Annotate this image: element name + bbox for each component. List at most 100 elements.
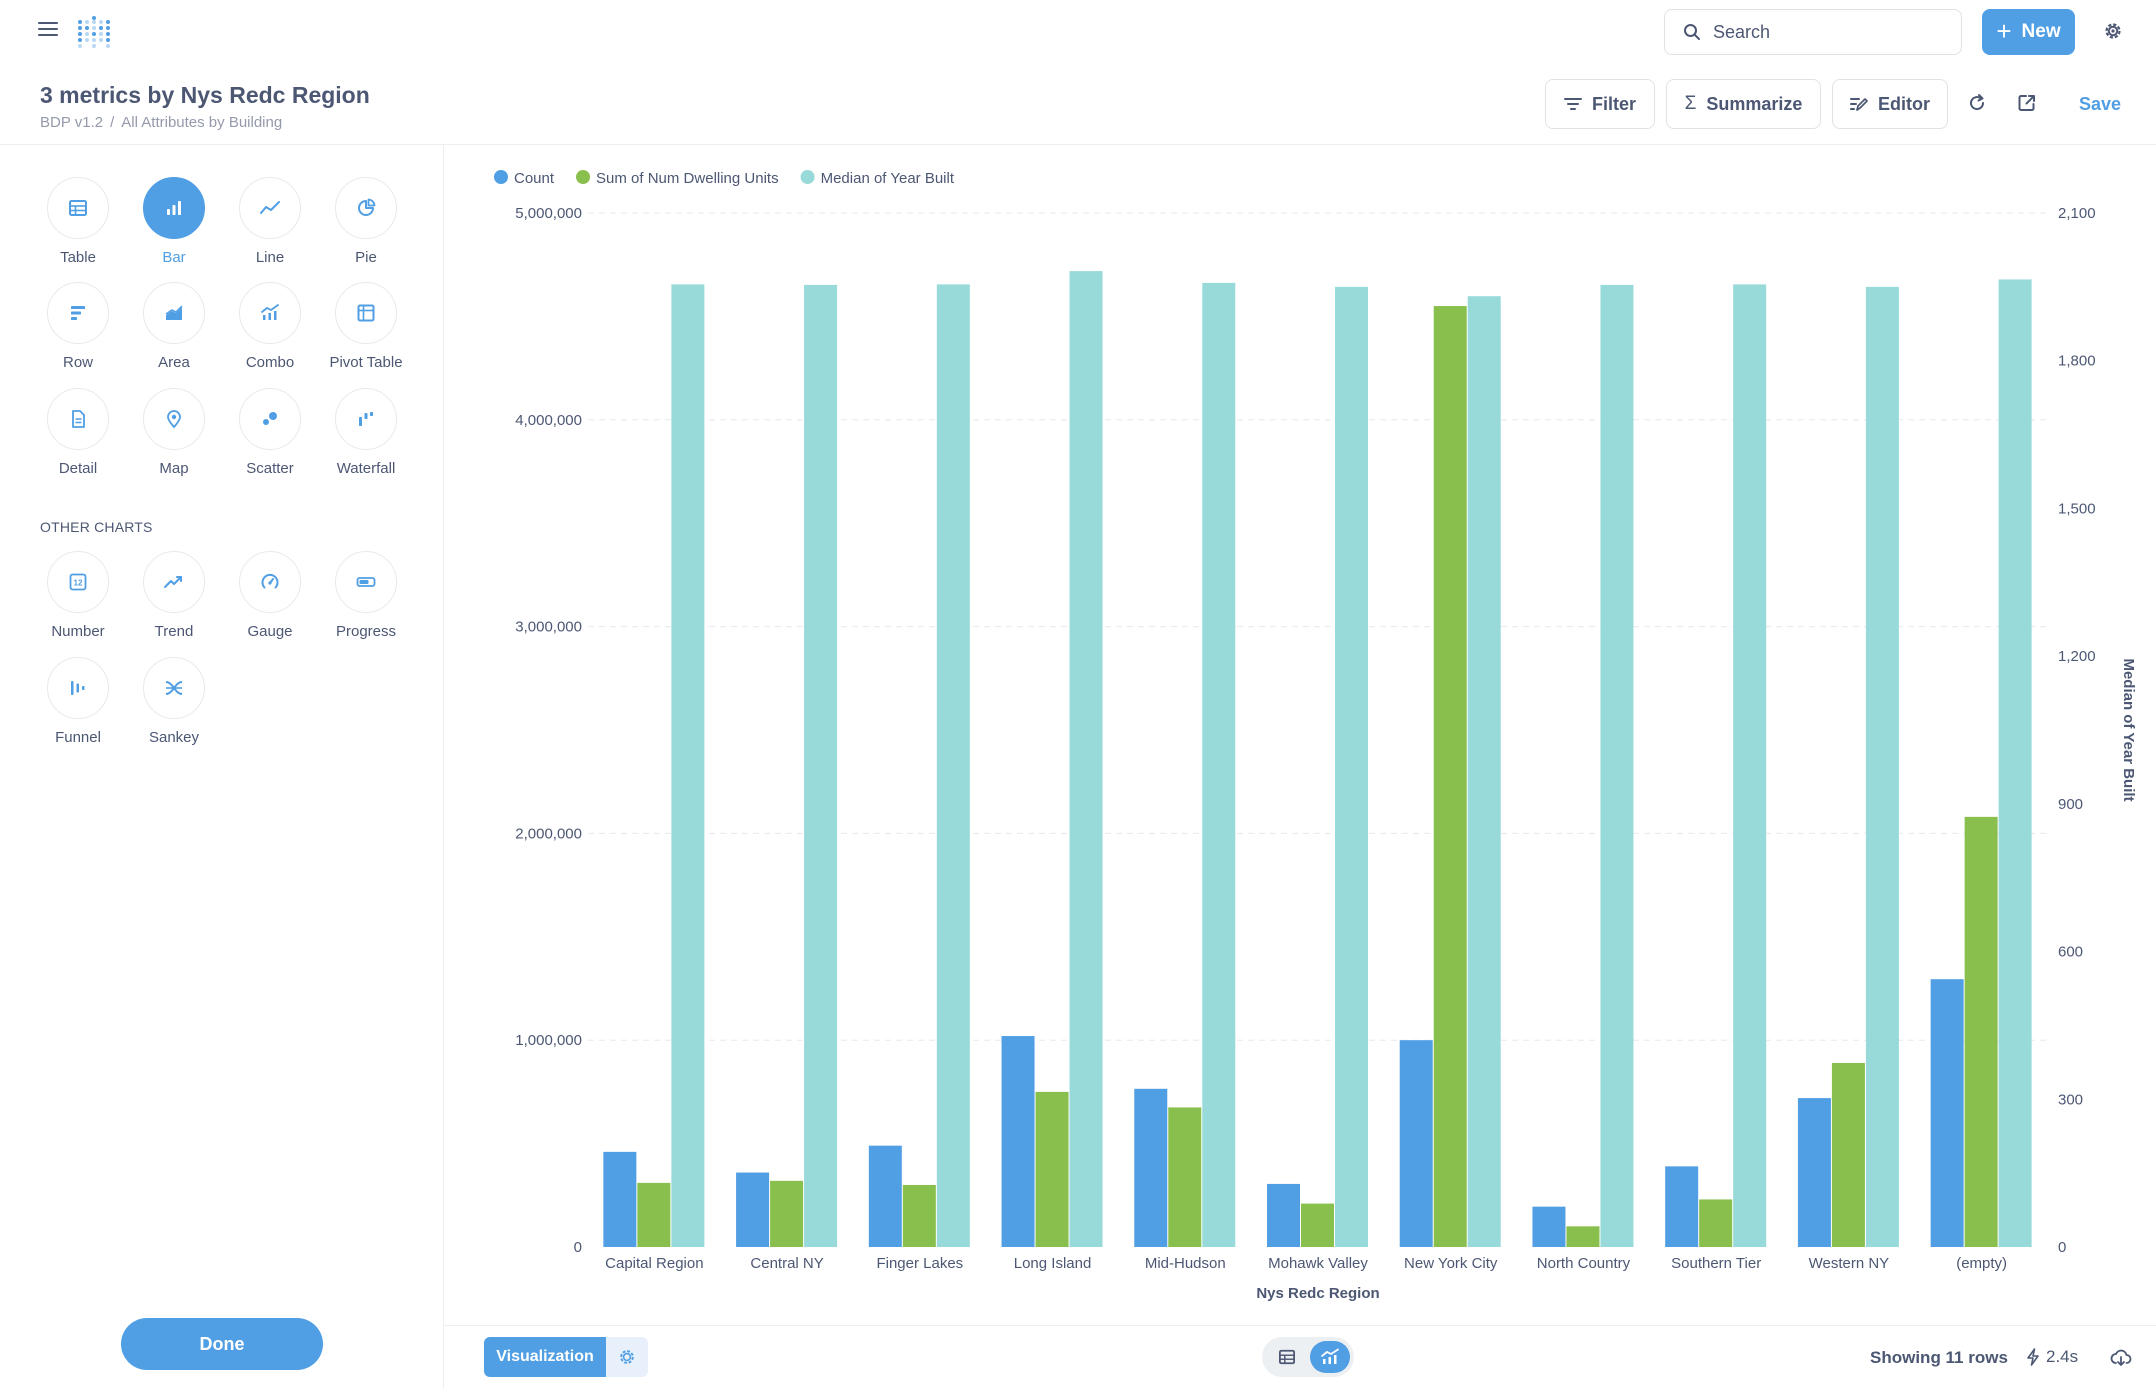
footer-divider <box>444 1325 2156 1326</box>
chart-type-trend[interactable]: Trend <box>114 551 234 640</box>
other-charts-heading: OTHER CHARTS <box>40 519 153 535</box>
chart-type-label: Number <box>51 623 105 640</box>
share-icon[interactable] <box>2017 93 2037 113</box>
bar <box>1134 1088 1168 1247</box>
bar <box>1399 1040 1433 1247</box>
y-right-axis-label: Median of Year Built <box>2120 658 2137 801</box>
save-button[interactable]: Save <box>2079 94 2122 114</box>
bar <box>1532 1206 1566 1247</box>
bar <box>1600 284 1634 1247</box>
chart-type-combo[interactable]: Combo <box>210 282 330 371</box>
sidebar-divider <box>443 145 444 1389</box>
visualization-settings-button[interactable] <box>606 1337 648 1377</box>
row-count: Showing 11 rows <box>1870 1348 2008 1367</box>
bar-chart: Count Sum of Num Dwelling Units Median of … <box>494 170 2137 1302</box>
metabase-logo-icon[interactable] <box>76 14 112 50</box>
visualization-button[interactable]: Visualization <box>484 1337 606 1377</box>
chart-type-gauge[interactable]: Gauge <box>210 551 330 640</box>
chart-type-label: Trend <box>154 623 194 640</box>
svg-text:12: 12 <box>74 579 83 588</box>
chart-type-label: Scatter <box>246 460 294 477</box>
bar <box>1998 279 2032 1247</box>
chart-type-number[interactable]: 12 Number <box>18 551 138 640</box>
chart-type-area[interactable]: Area <box>114 282 234 371</box>
chart-type-sankey[interactable]: Sankey <box>114 657 234 746</box>
chart-type-waterfall[interactable]: Waterfall <box>306 388 426 477</box>
summarize-button-label: Summarize <box>1706 93 1803 114</box>
breadcrumb-table[interactable]: All Attributes by Building <box>121 114 283 131</box>
legend-item: Count <box>514 170 555 187</box>
chart-type-table[interactable]: Table <box>18 177 138 266</box>
breadcrumb: BDP v1.2 / All Attributes by Building <box>40 114 282 131</box>
chart-type-pie[interactable]: Pie <box>306 177 426 266</box>
y-right-tick-label: 1,500 <box>2058 500 2096 517</box>
chart-type-scatter[interactable]: Scatter <box>210 388 330 477</box>
bar <box>637 1182 671 1247</box>
pie-chart-icon <box>358 198 376 216</box>
refresh-icon[interactable] <box>1967 93 1987 113</box>
show-table-toggle[interactable] <box>1268 1341 1306 1373</box>
chart-type-map[interactable]: Map <box>114 388 234 477</box>
bar <box>902 1184 936 1247</box>
breadcrumb-separator: / <box>110 114 115 131</box>
chart-type-label: Funnel <box>55 729 101 746</box>
download-icon[interactable] <box>2110 1348 2132 1368</box>
page-title[interactable]: 3 metrics by Nys Redc Region <box>40 82 370 108</box>
editor-button[interactable]: Editor <box>1832 79 1948 129</box>
bar <box>1069 271 1103 1247</box>
chart-type-line[interactable]: Line <box>210 177 330 266</box>
bar <box>1467 296 1501 1247</box>
chart-type-bar[interactable]: Bar <box>114 177 234 266</box>
x-tick-label: North Country <box>1537 1255 1631 1272</box>
top-nav: Search + New <box>0 0 2156 62</box>
chart-type-label: Map <box>159 460 189 477</box>
chart-type-label: Table <box>60 249 96 266</box>
sankey-icon <box>165 681 183 695</box>
chart-type-label: Progress <box>335 623 397 640</box>
table-icon <box>1279 1349 1295 1365</box>
pivot-table-icon <box>357 304 375 322</box>
chart-type-label: Detail <box>58 460 98 477</box>
y-right-tick-label: 600 <box>2058 944 2083 961</box>
search-input[interactable]: Search <box>1664 9 1962 55</box>
breadcrumb-database[interactable]: BDP v1.2 <box>40 114 104 131</box>
waterfall-icon <box>359 412 373 426</box>
legend-item: Median of Year Built <box>821 170 955 187</box>
chart-type-funnel[interactable]: Funnel <box>18 657 138 746</box>
settings-gear-icon <box>620 1350 634 1364</box>
settings-gear-icon[interactable] <box>2103 21 2123 41</box>
query-time: 2.4s <box>2026 1347 2078 1367</box>
x-tick-label: Southern Tier <box>1671 1255 1761 1272</box>
summarize-button[interactable]: Σ Summarize <box>1666 79 1821 129</box>
area-chart-icon <box>165 305 183 320</box>
hamburger-menu-icon[interactable] <box>38 22 58 40</box>
y-left-tick-label: 3,000,000 <box>515 619 582 636</box>
show-chart-toggle[interactable] <box>1310 1341 1350 1373</box>
chart-type-row[interactable]: Row <box>18 282 138 371</box>
filter-button[interactable]: Filter <box>1545 79 1655 129</box>
chart-type-pivot-table[interactable]: Pivot Table <box>306 282 426 371</box>
table-icon <box>69 200 87 216</box>
combo-chart-icon <box>261 304 279 320</box>
y-right-tick-label: 0 <box>2058 1239 2066 1256</box>
done-button[interactable]: Done <box>121 1318 323 1370</box>
new-button[interactable]: + New <box>1982 9 2075 55</box>
chart-type-label: Pivot Table <box>329 354 403 371</box>
bar <box>868 1145 902 1247</box>
bar <box>1865 286 1899 1247</box>
x-tick-label: New York City <box>1404 1255 1498 1272</box>
x-tick-label: Long Island <box>1014 1255 1092 1272</box>
filter-button-label: Filter <box>1591 93 1636 114</box>
view-toggle <box>1262 1337 1354 1377</box>
trend-icon <box>164 576 182 588</box>
chart-type-label: Line <box>255 249 285 266</box>
bar-chart-icon <box>167 201 181 215</box>
bar <box>1202 282 1236 1247</box>
bar <box>1831 1062 1865 1247</box>
bar <box>1335 286 1368 1247</box>
bar <box>1964 816 1998 1247</box>
y-right-tick-label: 1,200 <box>2058 648 2096 665</box>
chart-type-progress[interactable]: Progress <box>306 551 426 640</box>
query-time-label: 2.4s <box>2046 1347 2079 1366</box>
chart-type-detail[interactable]: Detail <box>18 388 138 477</box>
